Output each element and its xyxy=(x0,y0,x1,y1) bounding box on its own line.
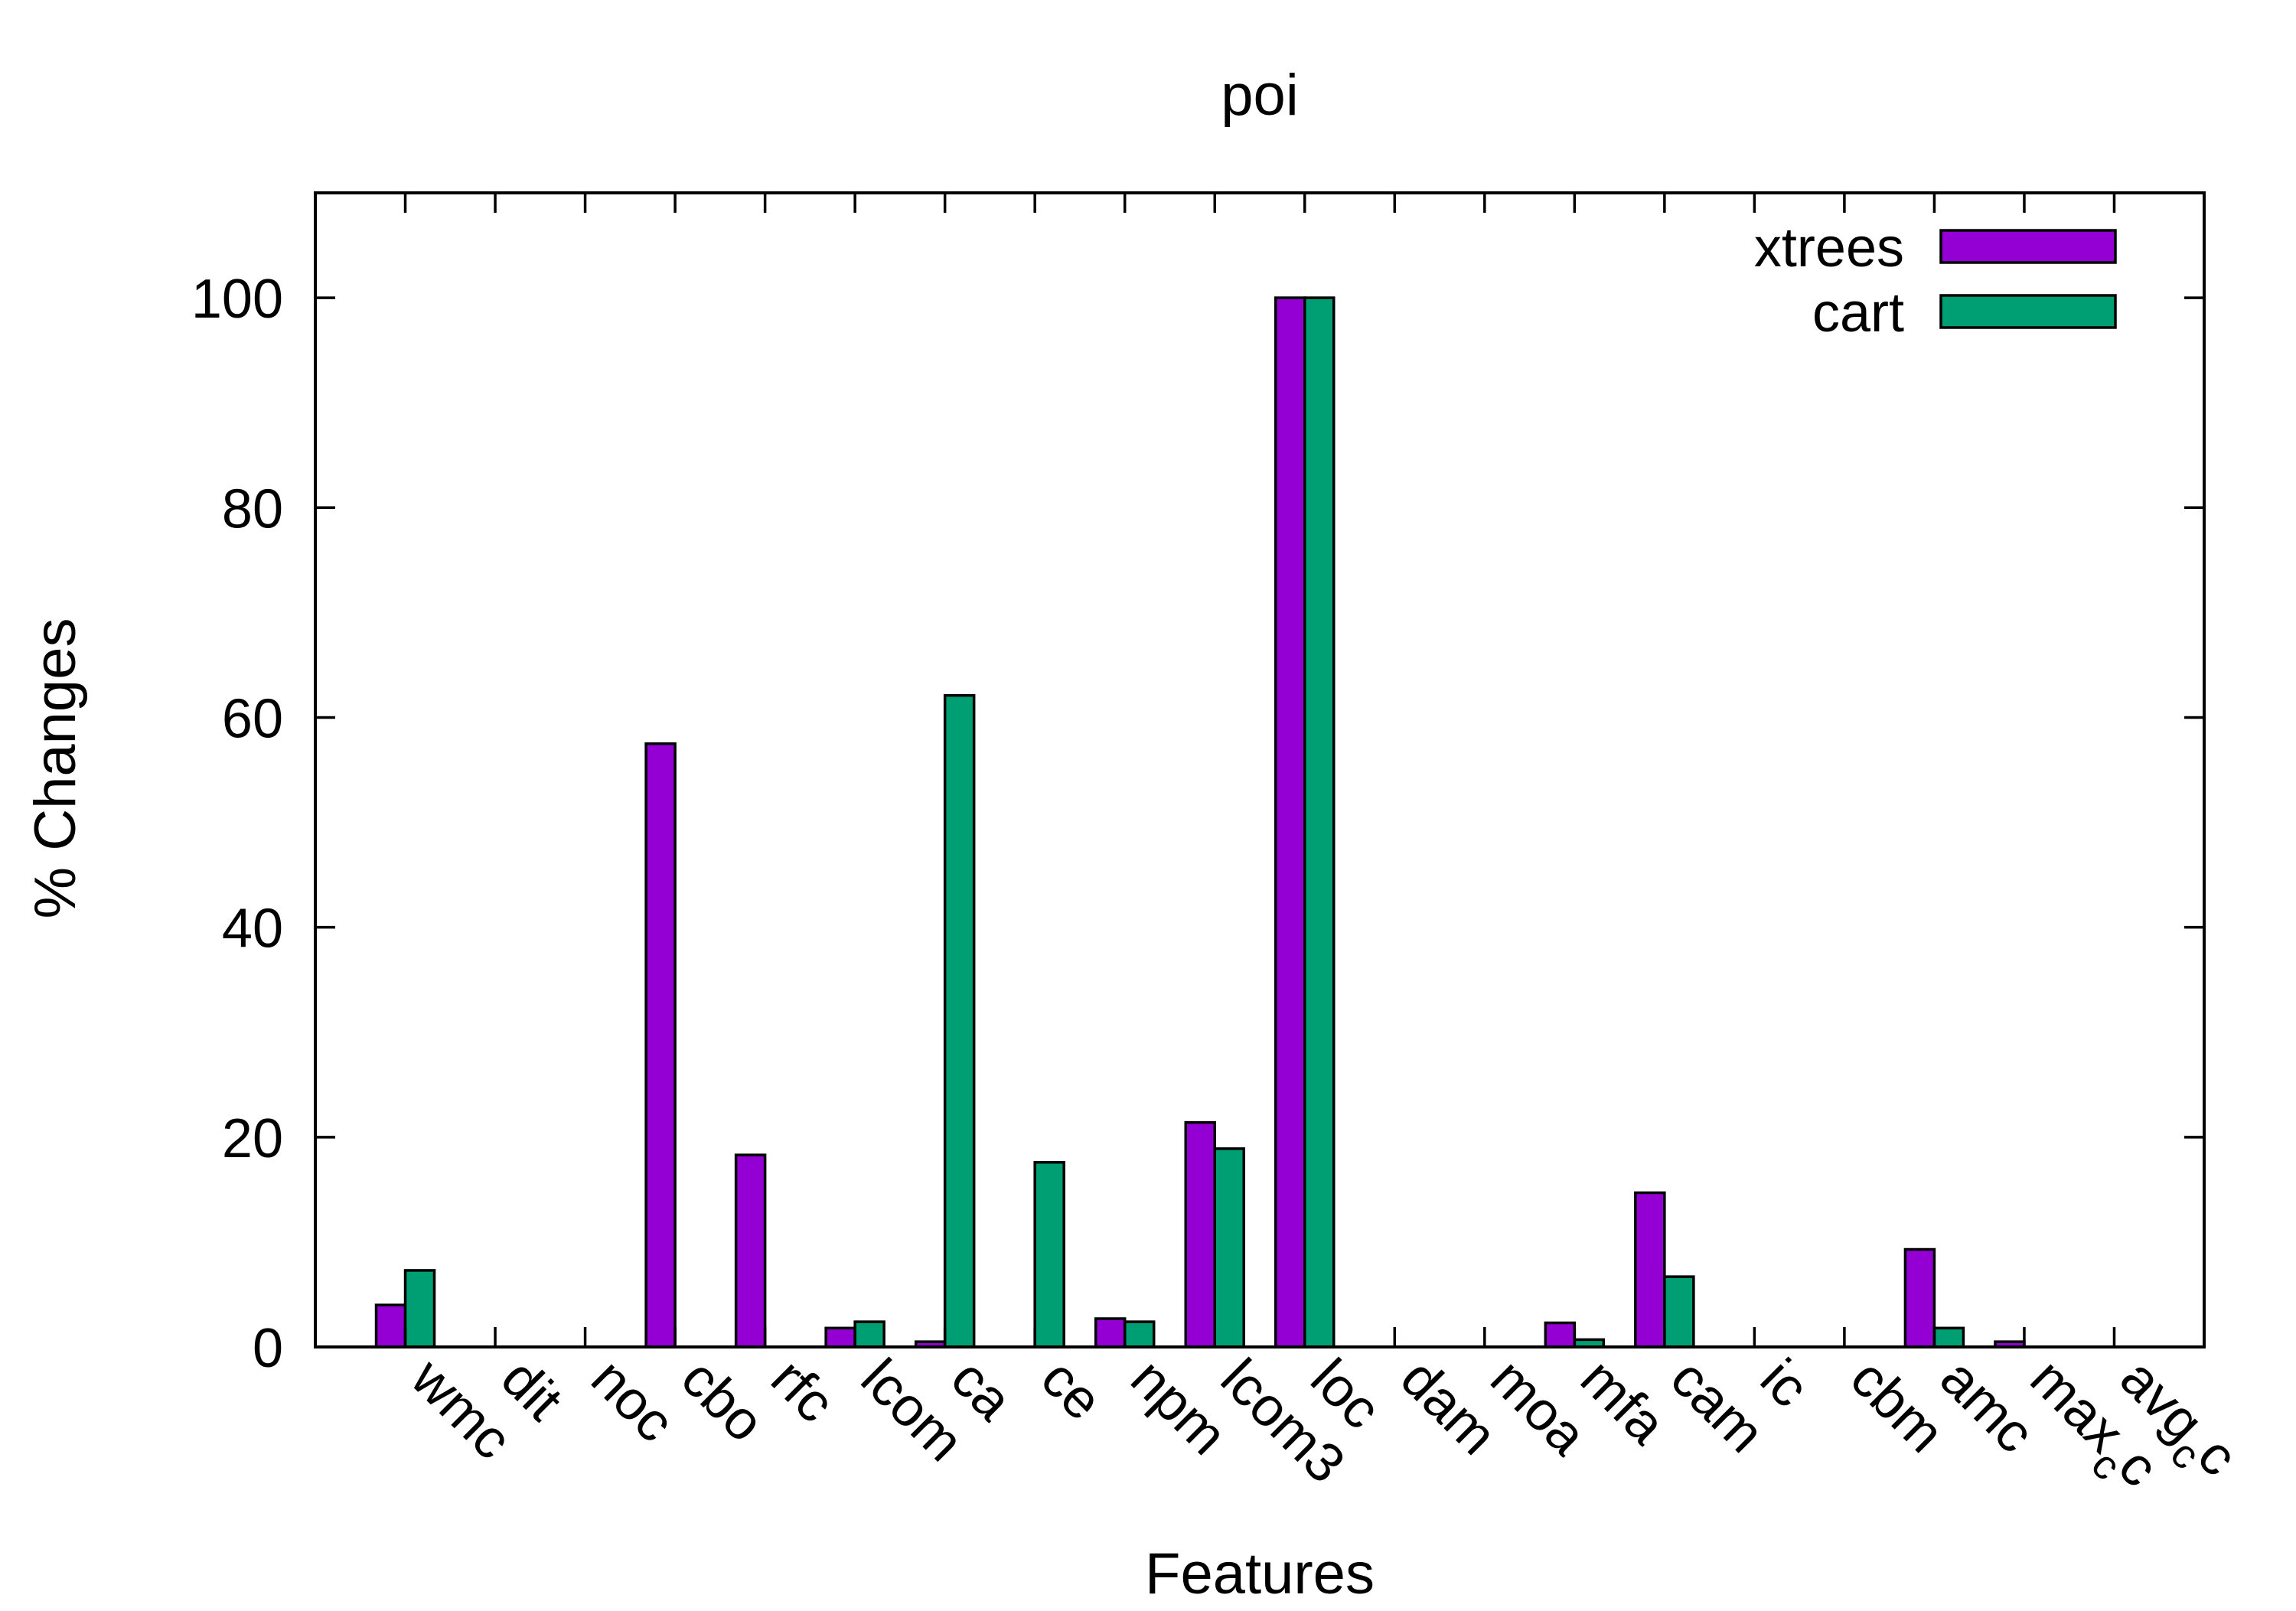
y-tick-label: 40 xyxy=(222,898,283,960)
bar-xtrees-mfa xyxy=(1544,1321,1577,1348)
x-tick-label-mfa: mfa xyxy=(1569,1348,1678,1456)
bar-xtrees-rfc xyxy=(734,1153,767,1348)
legend-swatch-xtrees xyxy=(1939,229,2117,264)
bar-cart-wmc xyxy=(403,1269,436,1348)
x-tick-label-noc: noc xyxy=(579,1348,686,1454)
legend-label-cart: cart xyxy=(1812,282,1904,344)
x-tick-label-dam: dam xyxy=(1389,1348,1508,1467)
legend-swatch-cart xyxy=(1939,294,2117,329)
bar-xtrees-lcom xyxy=(824,1326,856,1348)
x-tick-label-npm: npm xyxy=(1119,1348,1238,1467)
y-tick-label: 100 xyxy=(191,269,283,330)
bar-cart-lcom3 xyxy=(1213,1147,1245,1348)
bar-xtrees-lcom3 xyxy=(1184,1120,1216,1348)
y-tick-label: 80 xyxy=(222,478,283,540)
x-tick-label-cam: cam xyxy=(1659,1348,1776,1465)
x-tick-label-ce: ce xyxy=(1029,1348,1114,1432)
bar-xtrees-cbo xyxy=(644,742,677,1348)
y-tick-label: 20 xyxy=(222,1108,283,1169)
bar-xtrees-npm xyxy=(1094,1317,1127,1348)
plot-frame xyxy=(314,191,2206,1348)
bar-cart-ce xyxy=(1033,1160,1065,1348)
bar-xtrees-loc xyxy=(1274,296,1306,1348)
x-tick-label-lcom: lcom xyxy=(850,1348,975,1473)
bar-cart-npm xyxy=(1123,1320,1156,1348)
bar-xtrees-cam xyxy=(1634,1191,1666,1348)
y-tick-label: 0 xyxy=(253,1318,283,1379)
bar-xtrees-wmc xyxy=(374,1303,407,1348)
x-tick-label-rfc: rfc xyxy=(759,1348,846,1434)
x-tick-label-cbm: cbm xyxy=(1839,1348,1956,1465)
x-axis-title: Features xyxy=(1145,1541,1375,1606)
x-tick-label-wmc: wmc xyxy=(400,1347,523,1471)
bar-cart-cam xyxy=(1663,1275,1695,1348)
x-tick-label-cbo: cbo xyxy=(670,1348,776,1454)
bar-xtrees-amc xyxy=(1903,1247,1936,1348)
chart-title: poi xyxy=(1221,63,1298,128)
bar-cart-loc xyxy=(1303,296,1336,1348)
bar-cart-lcom xyxy=(853,1320,885,1348)
bar-cart-ca xyxy=(943,693,976,1348)
bars-layer xyxy=(374,296,2026,1348)
legend-label-xtrees: xtrees xyxy=(1754,217,1904,279)
x-tick-label-moa: moa xyxy=(1479,1348,1598,1467)
x-tick-label-amc: amc xyxy=(1929,1348,2046,1465)
y-axis-title: % Changes xyxy=(23,618,88,919)
y-tick-label: 60 xyxy=(222,688,283,749)
bar-cart-amc xyxy=(1932,1326,1965,1348)
